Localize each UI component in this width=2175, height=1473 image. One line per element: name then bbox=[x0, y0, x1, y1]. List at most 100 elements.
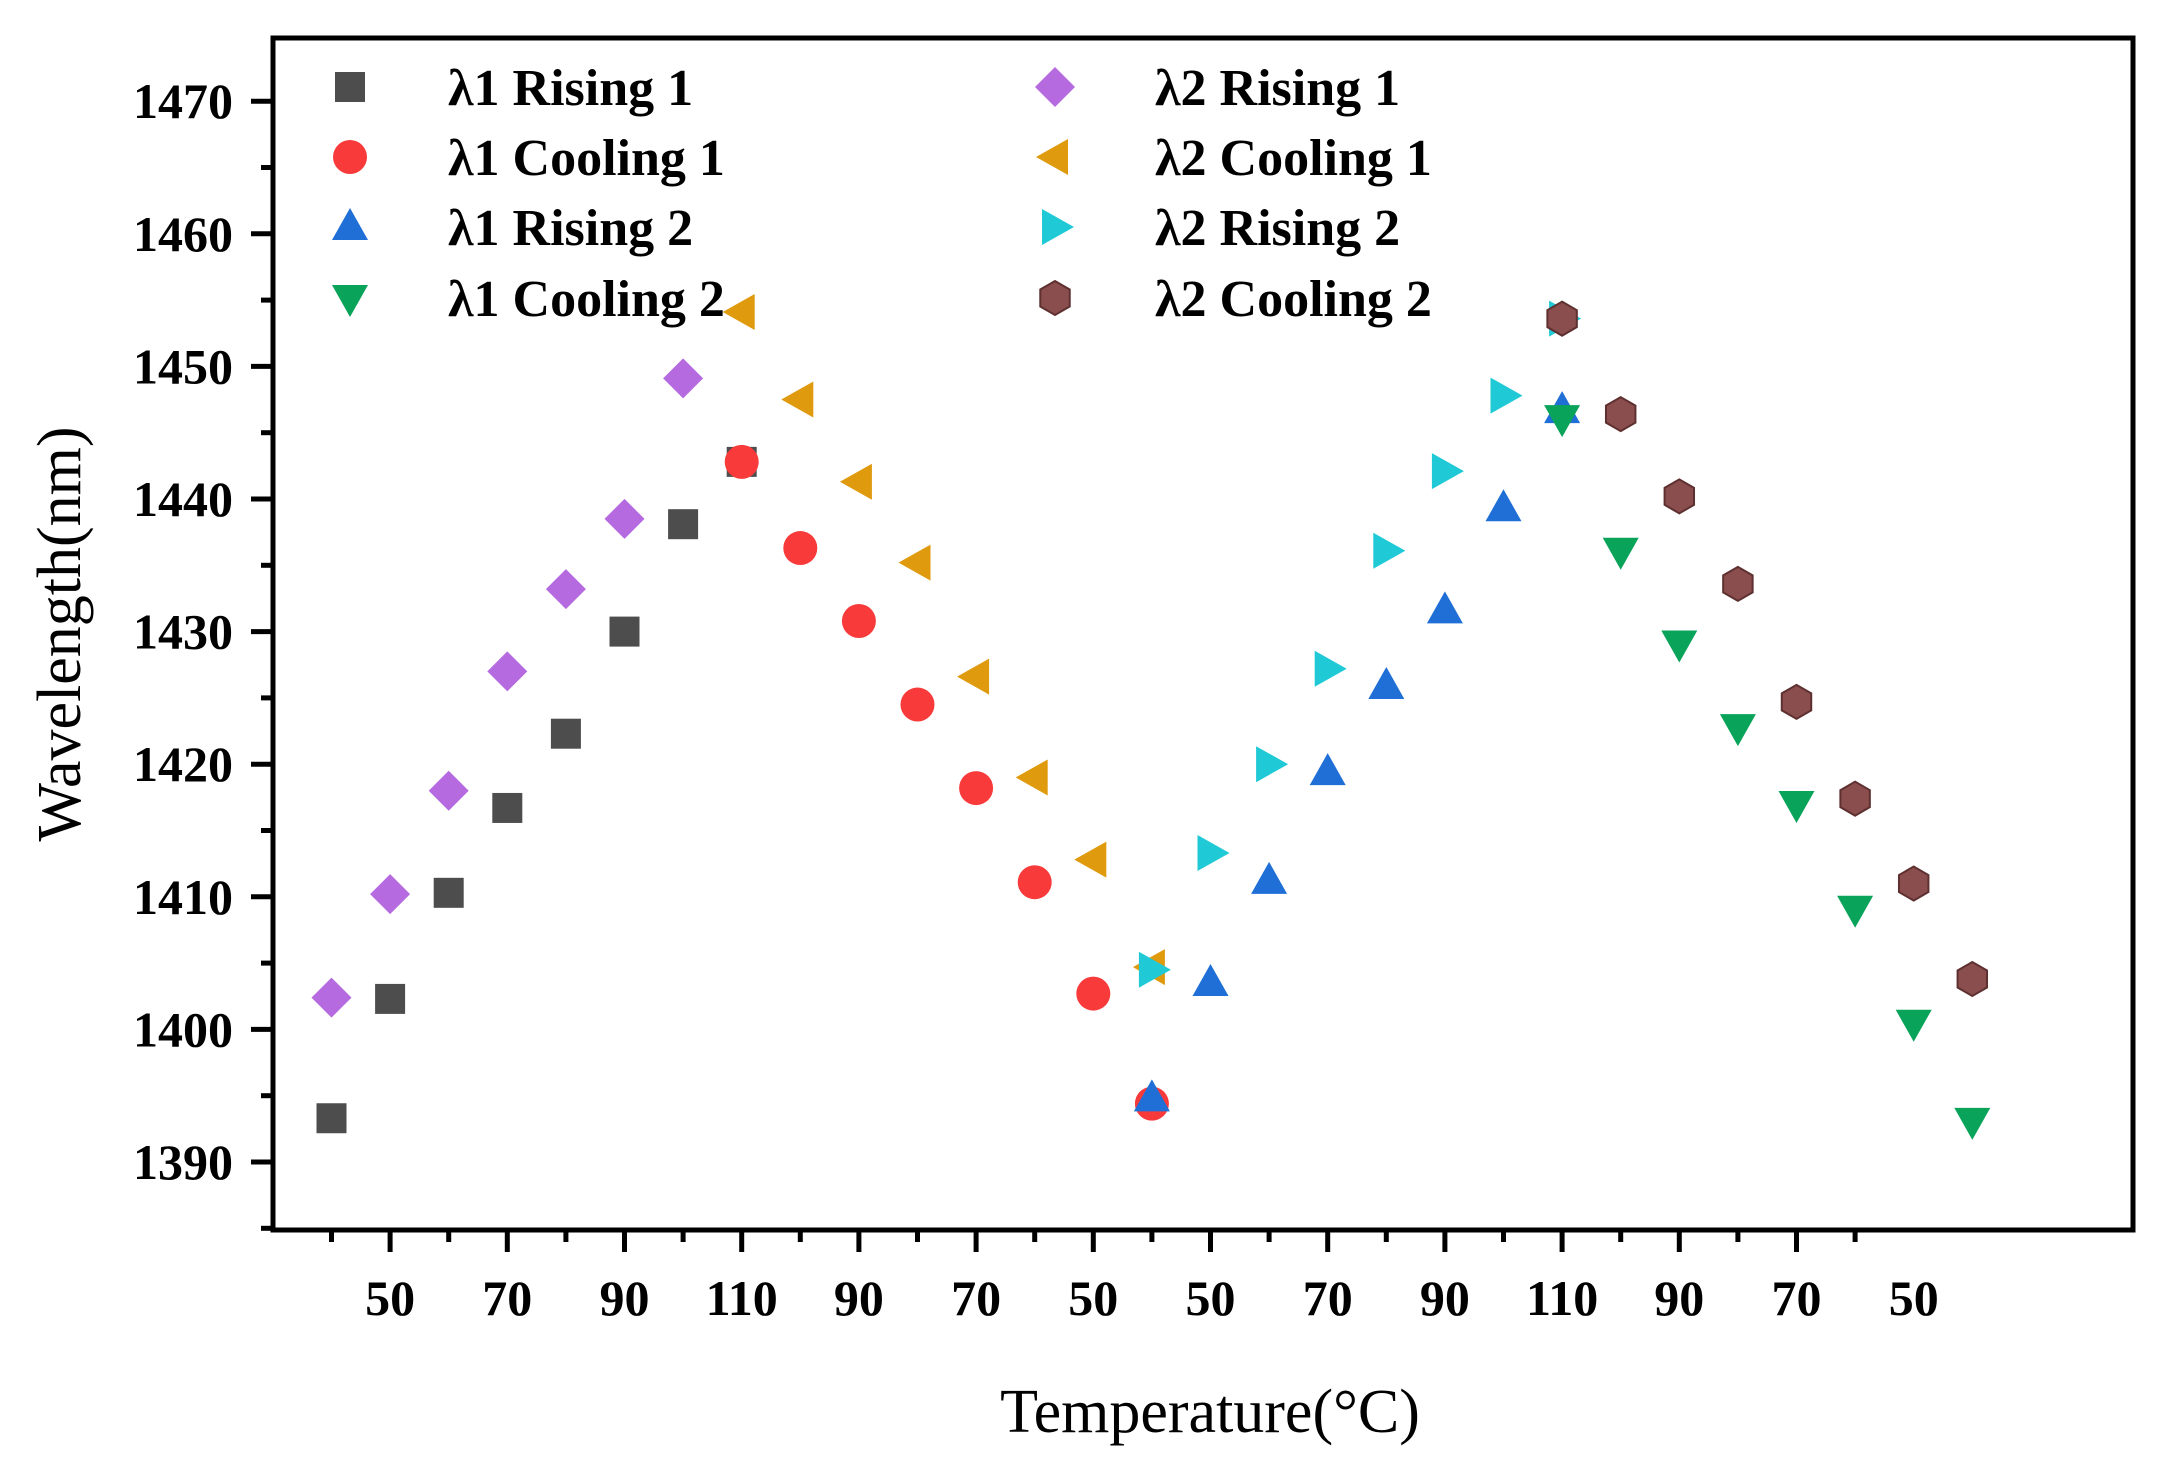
data-point bbox=[1954, 1107, 1991, 1140]
data-point bbox=[1719, 714, 1756, 747]
data-point bbox=[1256, 746, 1289, 783]
y-tick-label: 1390 bbox=[133, 1134, 233, 1190]
x-tick-label: 110 bbox=[1526, 1270, 1598, 1326]
y-tick-label: 1420 bbox=[133, 736, 233, 792]
y-axis-ticks: 1390 1400 1410 1420 1430 1440 1450 1460 1470 bbox=[133, 73, 273, 1231]
y-tick-label: 1400 bbox=[133, 1001, 233, 1057]
data-point bbox=[1138, 951, 1171, 988]
data-point bbox=[1602, 537, 1639, 570]
data-point bbox=[316, 1103, 347, 1134]
x-tick-label: 50 bbox=[1068, 1270, 1118, 1326]
data-point bbox=[1197, 835, 1230, 872]
data-point bbox=[898, 544, 931, 581]
x-tick-label: 90 bbox=[834, 1270, 884, 1326]
data-point bbox=[1722, 565, 1754, 603]
legend-marker bbox=[1039, 279, 1071, 317]
x-tick-label: 70 bbox=[1303, 1270, 1353, 1326]
x-tick-label: 70 bbox=[1772, 1270, 1822, 1326]
legend: λ1 Rising 1 λ1 Cooling 1 λ1 Rising 2 λ1 Coo… bbox=[332, 60, 1432, 328]
data-point bbox=[1133, 1079, 1170, 1112]
data-point bbox=[604, 498, 645, 539]
legend-label: λ1 Cooling 2 bbox=[448, 271, 725, 328]
data-point bbox=[724, 444, 759, 479]
data-point bbox=[545, 569, 586, 610]
data-point bbox=[370, 874, 411, 915]
legend-label: λ2 Cooling 1 bbox=[1155, 130, 1432, 187]
data-point bbox=[1837, 895, 1874, 928]
data-point bbox=[957, 658, 990, 695]
data-point bbox=[1426, 591, 1463, 624]
legend-marker bbox=[332, 285, 368, 317]
data-point bbox=[668, 509, 699, 540]
data-point bbox=[1546, 300, 1578, 337]
y-axis-title: Wavelength(nm) bbox=[26, 426, 94, 841]
data-point bbox=[841, 603, 876, 638]
data-point bbox=[663, 358, 704, 399]
data-point bbox=[375, 983, 406, 1014]
x-axis-ticks: 50 70 90 110 90 70 50 50 70 90 110 90 70 50 bbox=[329, 1230, 1939, 1326]
x-axis-title: Temperature(°C) bbox=[1000, 1378, 1420, 1446]
y-tick-label: 1470 bbox=[133, 73, 233, 129]
x-tick-label: 90 bbox=[1420, 1270, 1470, 1326]
data-point bbox=[1373, 532, 1406, 569]
y-tick-label: 1440 bbox=[133, 471, 233, 527]
data-point bbox=[1314, 650, 1347, 687]
data-point bbox=[1780, 683, 1813, 721]
legend-marker bbox=[332, 208, 368, 240]
data-point bbox=[428, 770, 469, 811]
data-point bbox=[609, 616, 640, 647]
data-markers bbox=[311, 294, 1991, 1140]
data-point bbox=[1368, 666, 1405, 699]
x-tick-label: 50 bbox=[1889, 1270, 1939, 1326]
data-point bbox=[1076, 976, 1111, 1011]
data-point bbox=[1897, 865, 1930, 902]
x-tick-label: 50 bbox=[1186, 1270, 1236, 1326]
legend-marker bbox=[1042, 209, 1074, 245]
data-point bbox=[1015, 759, 1048, 796]
data-point bbox=[900, 687, 935, 722]
x-tick-label: 90 bbox=[600, 1270, 650, 1326]
data-point bbox=[1251, 861, 1288, 894]
data-point bbox=[1839, 780, 1871, 817]
data-point bbox=[1017, 865, 1052, 900]
x-tick-label: 70 bbox=[951, 1270, 1001, 1326]
y-tick-label: 1450 bbox=[133, 338, 233, 394]
legend-label: λ1 Cooling 1 bbox=[448, 130, 725, 187]
legend-label: λ2 Cooling 2 bbox=[1155, 271, 1432, 328]
data-point bbox=[1544, 405, 1581, 438]
data-point bbox=[1490, 377, 1523, 414]
data-point bbox=[1604, 395, 1637, 433]
data-point bbox=[1074, 841, 1107, 878]
x-tick-label: 110 bbox=[706, 1270, 778, 1326]
data-point bbox=[783, 531, 818, 566]
y-tick-label: 1430 bbox=[133, 604, 233, 660]
legend-marker bbox=[1035, 67, 1075, 107]
x-tick-label: 90 bbox=[1654, 1270, 1704, 1326]
y-tick-label: 1410 bbox=[133, 869, 233, 925]
legend-label: λ1 Rising 2 bbox=[448, 200, 693, 257]
legend-label: λ2 Rising 1 bbox=[1155, 60, 1400, 117]
data-point bbox=[1663, 478, 1696, 515]
legend-marker bbox=[1036, 139, 1068, 175]
legend-label: λ2 Rising 2 bbox=[1155, 200, 1400, 257]
data-point bbox=[1192, 963, 1229, 996]
legend-label: λ1 Rising 1 bbox=[448, 60, 693, 117]
legend-marker bbox=[333, 140, 367, 174]
data-point bbox=[311, 977, 352, 1018]
data-point bbox=[1309, 753, 1346, 786]
data-point bbox=[839, 463, 872, 500]
data-point bbox=[1956, 960, 1989, 998]
data-point bbox=[722, 294, 755, 331]
data-point bbox=[781, 381, 814, 418]
data-point bbox=[433, 877, 464, 908]
data-point bbox=[1778, 790, 1815, 823]
data-point bbox=[1895, 1009, 1932, 1042]
x-tick-label: 70 bbox=[482, 1270, 532, 1326]
data-point bbox=[959, 771, 994, 806]
data-point bbox=[550, 718, 581, 749]
data-point bbox=[1661, 630, 1698, 663]
data-point bbox=[1485, 489, 1522, 522]
data-point bbox=[1431, 453, 1464, 490]
x-tick-label: 50 bbox=[365, 1270, 415, 1326]
